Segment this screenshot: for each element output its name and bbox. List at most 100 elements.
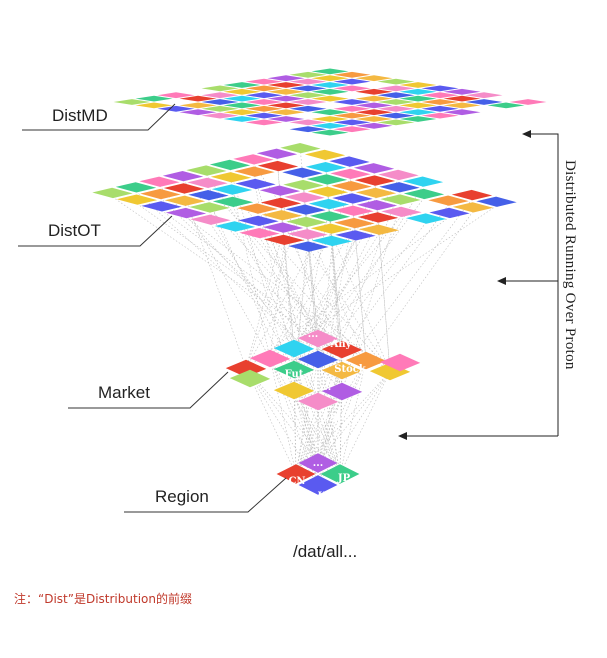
- distmd-tile: [311, 116, 349, 122]
- distmd-tile: [421, 99, 459, 105]
- distot-tile: [353, 163, 395, 174]
- distmd-tile: [377, 119, 415, 126]
- distot-tile: [331, 181, 372, 192]
- connector-line: [257, 212, 319, 339]
- distot-tile: [403, 188, 445, 200]
- arrow-head-distmd-icon: [522, 130, 531, 138]
- connector-line: [317, 185, 424, 360]
- distmd-tile: [179, 102, 217, 109]
- market-tile-label: ...: [373, 374, 383, 385]
- distot-tile: [189, 202, 230, 213]
- distmd-tile: [333, 126, 371, 133]
- distmd-tile: [399, 82, 437, 88]
- distot-tile: [402, 176, 444, 187]
- distot-tile: [140, 188, 181, 200]
- distmd-tile: [399, 116, 437, 122]
- distmd-tile: [377, 78, 415, 85]
- connector-line: [317, 191, 400, 402]
- distmd-tile: [355, 116, 393, 122]
- connector-line: [210, 223, 295, 349]
- connector-line: [245, 368, 319, 464]
- market-tile: [379, 353, 421, 372]
- distot-tile: [378, 169, 419, 181]
- distot-tile: [285, 204, 326, 215]
- distot-tile: [139, 176, 180, 187]
- distot-tile: [356, 200, 398, 211]
- distmd-tile: [355, 75, 393, 82]
- distmd-tile: [245, 112, 283, 119]
- connector-line: [207, 186, 367, 361]
- distmd-tile: [289, 119, 327, 126]
- distot-tile: [308, 198, 350, 210]
- distmd-tile: [333, 78, 371, 85]
- market-tile: [345, 351, 387, 370]
- distot-tile: [381, 206, 422, 217]
- distot-tile: [476, 196, 517, 207]
- connector-line: [317, 360, 367, 486]
- connector-line: [185, 216, 391, 372]
- distot-tile: [237, 203, 278, 214]
- distmd-tile: [443, 88, 481, 95]
- distot-tile: [234, 166, 275, 177]
- distot-tile: [333, 205, 374, 216]
- distot-tile: [310, 223, 352, 234]
- distot-tile: [92, 187, 133, 199]
- connector-line: [230, 181, 271, 359]
- connector-line: [280, 206, 295, 349]
- market-tile: [297, 392, 339, 411]
- distmd-tile: [509, 99, 547, 105]
- distmd-tile: [267, 116, 305, 122]
- distmd-tile: [333, 105, 371, 112]
- connector-line: [184, 204, 271, 359]
- connector-line: [341, 203, 401, 392]
- market-tile: [321, 382, 363, 401]
- footnote: 注：“Dist”是Distribution的前缀: [14, 591, 192, 606]
- distot-tile: [451, 189, 493, 201]
- distot-tile: [429, 207, 470, 219]
- distmd-tile: [157, 92, 195, 99]
- market-tile-label: ...: [321, 382, 331, 393]
- distot-tile: [263, 234, 305, 245]
- distot-tile: [262, 222, 304, 233]
- connector-line: [232, 205, 319, 402]
- connector-line: [293, 239, 356, 349]
- distot-tile: [261, 210, 303, 221]
- connector-line: [330, 232, 391, 372]
- distot-tile: [286, 216, 327, 228]
- distot-tile: [238, 215, 279, 226]
- connector-line: [255, 187, 295, 370]
- distmd-tile: [223, 95, 261, 102]
- distot-tile: [288, 241, 329, 252]
- distmd-tile: [377, 105, 415, 112]
- distmd-tile: [245, 99, 283, 105]
- distot-tile: [116, 194, 158, 205]
- connector-line: [245, 368, 319, 486]
- distot-tile: [186, 165, 227, 176]
- distot-tile: [188, 190, 229, 201]
- distot-tile: [304, 149, 346, 160]
- distmd-tile: [443, 102, 481, 109]
- market-tile-label: Stock: [334, 364, 367, 375]
- distot-tile: [214, 221, 256, 232]
- distot-tile: [163, 183, 205, 194]
- distot-tile: [282, 167, 323, 178]
- distot-tile: [141, 201, 182, 212]
- distmd-tile: [421, 105, 459, 112]
- market-tile: [273, 360, 315, 379]
- market-tile: [229, 369, 271, 388]
- distmd-tile: [333, 99, 371, 105]
- distmd-tile: [135, 95, 173, 102]
- distmd-tile: [289, 71, 327, 78]
- distmd-tile: [223, 82, 261, 88]
- distot-tile: [164, 195, 206, 206]
- region-tile: [298, 475, 338, 495]
- distot-tile: [239, 228, 280, 239]
- distot-tile: [306, 174, 348, 185]
- distot-tile: [355, 187, 397, 198]
- market-tile: [249, 349, 291, 368]
- connector-line: [254, 175, 319, 402]
- connector-line: [269, 243, 285, 359]
- market-tile: [321, 340, 363, 359]
- distmd-tile: [223, 102, 261, 109]
- distmd-tile: [289, 92, 327, 99]
